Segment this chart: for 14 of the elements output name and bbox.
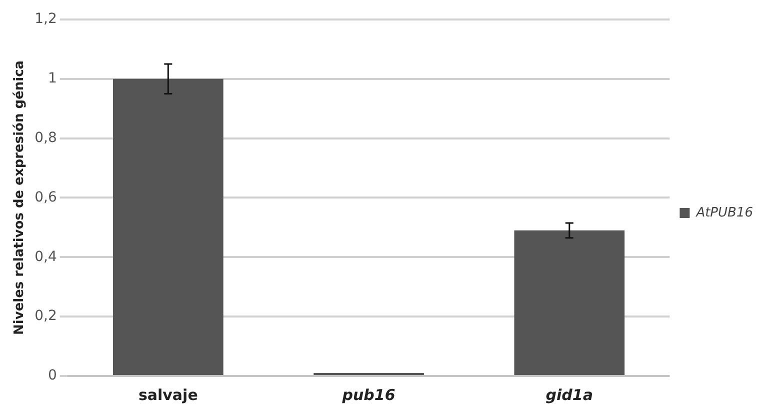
y-tick-label: 0,4 <box>34 248 57 265</box>
y-tick-label: 1,2 <box>34 11 57 28</box>
y-axis-title: Niveles relativos de expresión génica <box>12 60 28 335</box>
y-tick-label: 0 <box>48 368 57 384</box>
y-tick-label: 0,6 <box>34 189 57 206</box>
x-tick-label: pub16 <box>341 386 396 404</box>
legend-label: AtPUB16 <box>695 205 754 220</box>
x-tick-label: gid1a <box>546 386 593 404</box>
bar <box>514 230 625 375</box>
y-tick-label: 0,2 <box>34 308 57 324</box>
y-tick-label: 0,8 <box>34 130 57 146</box>
x-tick-label: salvaje <box>138 386 198 404</box>
y-tick-label: 1 <box>48 70 57 86</box>
bar <box>113 78 224 375</box>
